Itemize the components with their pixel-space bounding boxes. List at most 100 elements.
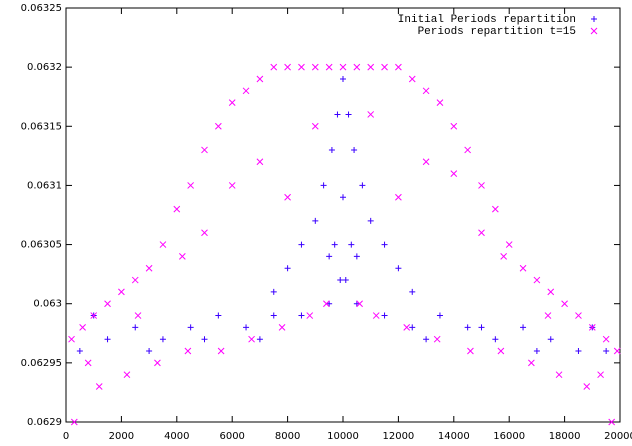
point xyxy=(464,146,472,154)
point xyxy=(409,324,416,331)
point xyxy=(533,348,540,355)
point xyxy=(90,312,98,319)
point xyxy=(306,312,314,319)
x-tick-label: 0 xyxy=(63,431,69,442)
point xyxy=(228,182,236,189)
point xyxy=(575,312,582,319)
point xyxy=(583,383,591,390)
point xyxy=(409,288,416,295)
point xyxy=(278,324,286,331)
y-tick-label: 0.0632 xyxy=(27,62,62,73)
point xyxy=(403,324,411,331)
x-tick-label: 4000 xyxy=(164,431,189,442)
point xyxy=(603,348,610,355)
point xyxy=(284,193,291,201)
point xyxy=(500,253,508,260)
point xyxy=(326,253,333,260)
point xyxy=(123,371,131,379)
point xyxy=(311,63,319,71)
x-tick-label: 12000 xyxy=(382,431,414,442)
point xyxy=(201,146,208,154)
y-tick-label: 0.0631 xyxy=(27,180,62,191)
y-tick-label: 0.063 xyxy=(33,299,62,310)
point xyxy=(340,75,346,82)
point xyxy=(217,347,225,355)
point xyxy=(178,253,186,260)
point xyxy=(608,418,616,426)
legend-marker xyxy=(591,16,597,22)
point xyxy=(187,324,194,331)
point xyxy=(256,336,263,343)
point xyxy=(320,182,327,189)
point xyxy=(395,193,402,201)
point xyxy=(134,312,142,319)
point xyxy=(478,229,485,237)
point xyxy=(325,63,333,71)
point xyxy=(356,300,363,308)
y-tick-label: 0.06305 xyxy=(21,240,62,251)
point xyxy=(353,63,361,71)
point xyxy=(497,347,505,355)
x-tick-label: 18000 xyxy=(549,431,581,442)
point xyxy=(519,264,527,272)
point xyxy=(547,288,555,296)
point xyxy=(351,146,358,153)
point xyxy=(395,265,402,272)
point xyxy=(505,241,513,248)
point xyxy=(159,241,167,248)
point xyxy=(270,288,277,295)
point xyxy=(345,111,352,118)
point xyxy=(339,63,347,71)
x-tick-label: 10000 xyxy=(327,431,359,442)
point xyxy=(284,63,291,71)
point xyxy=(326,300,333,307)
y-tick-label: 0.06315 xyxy=(21,121,62,132)
x-tick-label: 20000 xyxy=(604,431,632,442)
x-tick-label: 2000 xyxy=(109,431,134,442)
point xyxy=(187,182,195,189)
point xyxy=(561,300,568,308)
point xyxy=(201,229,208,237)
point xyxy=(323,300,330,308)
point xyxy=(348,241,355,248)
point xyxy=(436,99,444,106)
point xyxy=(367,217,374,224)
point xyxy=(464,324,471,331)
point xyxy=(381,312,388,319)
x-tick-label: 8000 xyxy=(275,431,300,442)
point xyxy=(76,348,83,355)
point xyxy=(84,359,92,367)
point xyxy=(528,359,535,367)
point xyxy=(118,288,125,296)
point xyxy=(433,335,441,343)
point xyxy=(70,418,78,426)
point xyxy=(298,63,305,71)
point xyxy=(340,194,346,201)
point xyxy=(353,300,360,307)
point xyxy=(381,241,388,248)
plot-frame xyxy=(65,7,621,423)
point xyxy=(242,87,250,95)
point xyxy=(201,336,208,343)
point xyxy=(367,111,375,118)
point xyxy=(270,63,278,71)
point xyxy=(131,276,139,284)
point xyxy=(467,347,474,355)
point xyxy=(228,99,236,106)
point xyxy=(408,75,416,83)
point xyxy=(173,205,181,213)
point xyxy=(597,371,604,379)
point xyxy=(298,312,305,319)
point xyxy=(243,324,250,331)
point xyxy=(613,347,621,355)
legend-label: Initial Periods repartition xyxy=(398,14,576,26)
point xyxy=(372,312,380,319)
point xyxy=(492,336,499,343)
point xyxy=(256,75,264,83)
point xyxy=(533,276,541,284)
point xyxy=(422,158,430,166)
point xyxy=(104,300,111,308)
point xyxy=(311,122,319,130)
point xyxy=(575,348,582,355)
point xyxy=(547,336,554,343)
